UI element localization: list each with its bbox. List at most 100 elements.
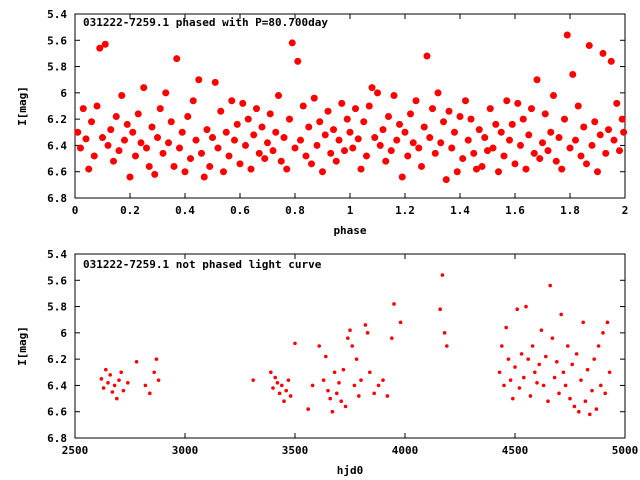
- phased-data-point: [332, 157, 340, 165]
- phased-data-point: [404, 152, 412, 160]
- phased-data-point: [610, 136, 618, 144]
- phased-data-point: [407, 110, 414, 118]
- raw-data-point: [517, 386, 522, 390]
- phased-data-point: [151, 170, 159, 178]
- phased-data-point: [539, 139, 546, 147]
- raw-data-point: [280, 383, 284, 388]
- raw-data-point: [548, 283, 552, 288]
- phased-y-axis-label: I[mag]: [16, 86, 29, 126]
- phased-data-point: [123, 120, 131, 128]
- raw-data-point: [599, 383, 603, 388]
- phased-data-point: [374, 89, 381, 97]
- phased-data-point: [470, 149, 478, 157]
- raw-data-point: [392, 302, 396, 306]
- phased-data-point: [577, 152, 585, 160]
- raw-data-point: [273, 375, 278, 380]
- raw-data-point: [541, 383, 546, 388]
- raw-data-point: [515, 307, 519, 312]
- raw-data-point: [381, 378, 385, 382]
- phased-data-point: [459, 155, 467, 163]
- phased-data-point: [316, 118, 324, 126]
- phased-data-point: [143, 144, 150, 152]
- phased-data-point: [481, 134, 489, 142]
- phased-data-point: [620, 128, 628, 136]
- raw-data-point: [269, 370, 273, 375]
- raw-data-point: [154, 357, 159, 361]
- phased-data-point: [585, 42, 593, 50]
- phased-x-tick-label: 0.6: [230, 204, 250, 217]
- raw-data-point: [310, 383, 315, 388]
- phased-data-point: [602, 149, 610, 157]
- raw-x-axis-label: hjd0: [337, 464, 364, 477]
- raw-y-tick-label: 6: [60, 327, 67, 340]
- phased-data-point: [514, 99, 522, 107]
- raw-x-tick-label: 5000: [612, 444, 639, 457]
- raw-data-point: [524, 304, 528, 309]
- raw-data-point: [282, 399, 286, 404]
- phased-data-point: [462, 97, 469, 105]
- raw-data-point: [581, 320, 585, 325]
- phased-data-point: [522, 165, 530, 173]
- raw-x-tick-label: 3500: [282, 444, 309, 457]
- phased-data-point: [233, 120, 241, 128]
- phased-data-point: [484, 147, 491, 155]
- raw-data-point: [566, 344, 570, 348]
- raw-data-point: [293, 341, 297, 346]
- raw-data-point: [546, 399, 550, 404]
- raw-data-point: [350, 344, 355, 348]
- raw-data-point: [101, 386, 106, 390]
- phased-data-point: [508, 120, 516, 128]
- raw-data-point: [533, 370, 537, 375]
- raw-data-point: [251, 378, 255, 382]
- phased-y-tick-label: 5.6: [47, 34, 67, 47]
- phased-data-point: [552, 157, 560, 165]
- phased-data-point: [324, 107, 332, 115]
- raw-data-point: [99, 377, 104, 381]
- phased-data-point: [121, 136, 128, 144]
- raw-data-point: [570, 362, 574, 367]
- phased-data-point: [525, 131, 533, 139]
- phased-data-point: [313, 141, 321, 149]
- phased-data-point: [112, 113, 120, 121]
- phased-data-point: [74, 128, 82, 136]
- phased-data-point: [247, 165, 255, 173]
- raw-data-point: [341, 367, 346, 372]
- phased-data-point: [280, 134, 288, 142]
- raw-data-point: [321, 378, 326, 382]
- raw-data-point: [574, 352, 579, 356]
- phased-data-point: [211, 78, 219, 86]
- phased-data-point: [500, 152, 508, 160]
- phased-data-point: [387, 147, 395, 155]
- raw-data-point: [607, 370, 612, 375]
- raw-data-point: [539, 328, 544, 333]
- raw-data-point: [398, 320, 403, 325]
- phased-data-point: [371, 134, 379, 142]
- phased-data-point: [541, 110, 549, 118]
- raw-data-point: [535, 381, 539, 385]
- phased-data-point: [478, 162, 486, 170]
- phased-data-point: [607, 57, 615, 65]
- phased-data-point: [310, 94, 318, 102]
- phased-data-point: [319, 168, 326, 176]
- phased-data-point: [236, 160, 244, 168]
- phased-data-point: [294, 57, 302, 65]
- phased-y-tick-label: 6.4: [47, 139, 67, 152]
- raw-data-point: [143, 383, 148, 388]
- phased-data-point: [401, 128, 409, 136]
- phased-data-point: [244, 115, 252, 123]
- raw-data-point: [117, 378, 121, 382]
- raw-y-tick-label: 5.4: [47, 248, 67, 261]
- raw-data-point: [522, 375, 526, 380]
- phased-x-tick-label: 0.2: [120, 204, 140, 217]
- phased-data-point: [365, 102, 373, 110]
- raw-data-point: [530, 344, 535, 348]
- raw-data-point: [115, 396, 119, 401]
- phased-data-point: [159, 149, 167, 157]
- phased-data-point: [530, 149, 538, 157]
- phased-chart-title: 031222-7259.1 phased with P=80.700day: [83, 16, 328, 29]
- raw-data-point: [335, 391, 339, 396]
- phased-data-point: [437, 139, 445, 147]
- raw-data-point: [385, 394, 390, 398]
- raw-y-tick-label: 6.2: [47, 353, 67, 366]
- phased-x-axis-label: phase: [333, 224, 366, 237]
